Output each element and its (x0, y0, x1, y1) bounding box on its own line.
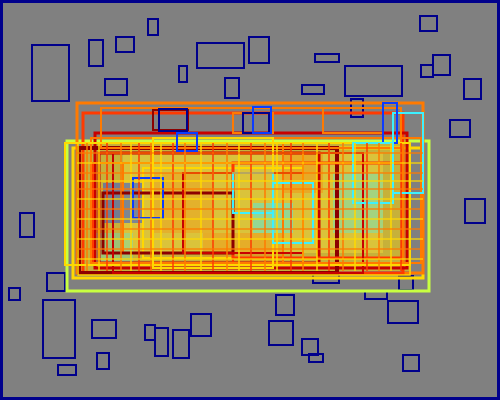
box-outline-33 (388, 301, 418, 323)
box-outline-20 (47, 273, 65, 291)
box-outline-9 (433, 55, 450, 75)
box-outline-5 (249, 37, 269, 63)
box-outline-31 (302, 339, 318, 355)
box-outline-14 (302, 85, 324, 94)
box-outline-0 (32, 45, 69, 101)
box-outline-15 (105, 79, 127, 95)
box-outline-17 (465, 199, 485, 223)
box-outline-10 (421, 65, 433, 77)
box-outline-26 (155, 328, 168, 356)
box-outline-16 (450, 120, 470, 137)
box-overlay (3, 3, 500, 400)
box-outline-18 (20, 213, 34, 237)
box-outline-11 (464, 79, 481, 99)
box-outline-7 (345, 66, 402, 96)
box-outline-36 (403, 355, 419, 371)
inner-outline-2 (243, 113, 269, 133)
box-outline-8 (420, 16, 437, 31)
box-outline-3 (148, 19, 158, 35)
box-outline-19 (9, 288, 20, 300)
box-outline-28 (191, 314, 211, 336)
box-outline-12 (179, 66, 187, 82)
box-outline-22 (92, 320, 116, 338)
box-outline-2 (116, 37, 134, 52)
box-outline-24 (58, 365, 76, 375)
box-outline-23 (97, 353, 109, 369)
box-outline-29 (276, 295, 294, 315)
box-outline-1 (89, 40, 103, 66)
box-outline-6 (315, 54, 339, 62)
box-outline-27 (173, 330, 189, 358)
box-outline-25 (145, 325, 155, 340)
box-outline-21 (43, 300, 75, 358)
box-outline-13 (225, 78, 239, 98)
box-outline-30 (269, 321, 293, 345)
box-outline-4 (197, 43, 244, 68)
